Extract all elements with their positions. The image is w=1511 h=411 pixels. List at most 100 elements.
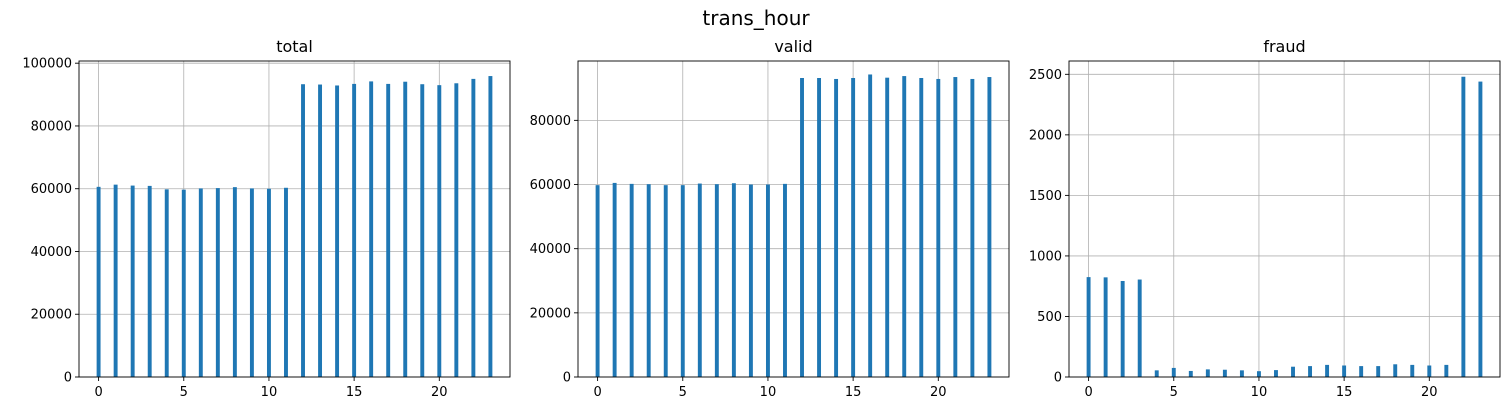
x-axis: 0 5 10 15 20 bbox=[94, 377, 448, 400]
bar-hour-20 bbox=[437, 85, 442, 378]
bar-hour-6 bbox=[697, 183, 702, 377]
bar-hour-1 bbox=[612, 182, 617, 377]
x-tick-label: 20 bbox=[1421, 385, 1438, 400]
bar-hour-16 bbox=[1359, 366, 1364, 377]
bar-hour-9 bbox=[249, 188, 254, 377]
x-tick-label: 15 bbox=[1336, 385, 1353, 400]
bar-hour-13 bbox=[1308, 366, 1313, 377]
bar-hour-11 bbox=[783, 183, 787, 377]
bar-hour-4 bbox=[1154, 370, 1159, 377]
bar-hour-5 bbox=[680, 185, 685, 377]
bar-hour-14 bbox=[1325, 364, 1330, 377]
bar-hour-6 bbox=[198, 188, 203, 377]
bar-hour-18 bbox=[902, 76, 907, 377]
bar-hour-19 bbox=[420, 84, 425, 378]
bar-hour-12 bbox=[301, 84, 305, 378]
bar-hour-19 bbox=[919, 78, 924, 377]
bar-hour-20 bbox=[936, 78, 941, 377]
y-tick-label: 40000 bbox=[31, 245, 72, 260]
bar-hour-17 bbox=[386, 83, 391, 377]
bar-hour-10 bbox=[1256, 371, 1261, 377]
bar-hour-2 bbox=[629, 183, 634, 377]
x-tick-label: 5 bbox=[679, 385, 687, 400]
bar-hour-4 bbox=[663, 185, 668, 377]
bar-hour-21 bbox=[1444, 364, 1449, 377]
subplot-valid: valid 0 5 10 15 20 0 20000 40000 60000 80000 bbox=[530, 37, 1010, 400]
subplot-title: fraud bbox=[1263, 37, 1305, 56]
y-tick-label: 100000 bbox=[22, 57, 72, 72]
x-tick-label: 0 bbox=[1084, 385, 1092, 400]
x-axis: 0 5 10 15 20 bbox=[593, 377, 947, 400]
bar-hour-3 bbox=[1137, 279, 1142, 377]
bar-hour-15 bbox=[851, 78, 856, 377]
y-tick-label: 0 bbox=[563, 371, 571, 386]
y-tick-label: 20000 bbox=[31, 308, 72, 323]
bar-hour-19 bbox=[1410, 364, 1415, 377]
y-tick-label: 2500 bbox=[1029, 68, 1062, 83]
bar-hour-3 bbox=[646, 184, 651, 377]
y-tick-label: 0 bbox=[1054, 371, 1062, 386]
bar-hour-7 bbox=[215, 188, 220, 377]
bar-hour-4 bbox=[164, 189, 169, 377]
bar-hour-21 bbox=[454, 83, 459, 378]
bar-hour-3 bbox=[147, 185, 152, 377]
bar-hour-10 bbox=[765, 184, 770, 377]
bar-hour-17 bbox=[885, 77, 890, 377]
x-tick-label: 15 bbox=[845, 385, 862, 400]
bar-hour-0 bbox=[1086, 277, 1091, 377]
bar-hour-10 bbox=[266, 188, 271, 377]
bar-hour-7 bbox=[1205, 369, 1210, 377]
grid bbox=[79, 61, 510, 378]
bar-hour-16 bbox=[369, 81, 374, 377]
x-tick-label: 20 bbox=[431, 385, 448, 400]
x-tick-label: 0 bbox=[593, 385, 601, 400]
x-tick-label: 10 bbox=[760, 385, 777, 400]
bar-hour-9 bbox=[1239, 370, 1244, 377]
bar-hour-22 bbox=[1461, 76, 1466, 377]
bar-hour-11 bbox=[1274, 370, 1278, 377]
bar-hour-23 bbox=[488, 76, 493, 377]
bar-hour-9 bbox=[748, 184, 753, 377]
y-axis: 0 500 1000 1500 2000 2500 bbox=[1029, 68, 1069, 386]
y-tick-label: 80000 bbox=[530, 114, 571, 129]
grid bbox=[1069, 61, 1500, 378]
x-tick-label: 20 bbox=[930, 385, 947, 400]
bar-hour-22 bbox=[970, 78, 975, 377]
bar-hour-8 bbox=[731, 183, 736, 377]
bar-hour-1 bbox=[1103, 277, 1108, 377]
bar-hour-21 bbox=[953, 77, 958, 377]
subplot-title: valid bbox=[774, 37, 812, 56]
subplot-title: total bbox=[276, 37, 313, 56]
bar-hour-23 bbox=[987, 77, 992, 377]
x-tick-label: 5 bbox=[180, 385, 188, 400]
y-tick-label: 20000 bbox=[530, 306, 571, 321]
figure-title: trans_hour bbox=[702, 6, 810, 30]
bar-hour-11 bbox=[284, 187, 288, 377]
bar-hour-18 bbox=[403, 81, 408, 377]
bar-hour-22 bbox=[471, 78, 476, 378]
y-tick-label: 2000 bbox=[1029, 128, 1062, 143]
bar-hour-14 bbox=[335, 85, 340, 378]
bar-hour-18 bbox=[1393, 364, 1398, 377]
y-tick-label: 1000 bbox=[1029, 249, 1062, 264]
bar-hour-14 bbox=[834, 78, 839, 377]
y-axis: 0 20000 40000 60000 80000 100000 bbox=[22, 57, 79, 386]
bar-hour-23 bbox=[1478, 81, 1483, 378]
bar-hour-2 bbox=[1120, 280, 1125, 377]
bar-hour-20 bbox=[1427, 365, 1432, 377]
x-tick-label: 10 bbox=[1251, 385, 1268, 400]
bar-hour-5 bbox=[181, 189, 186, 377]
bar-hour-12 bbox=[800, 78, 804, 377]
y-tick-label: 500 bbox=[1037, 310, 1062, 325]
bar-hour-1 bbox=[113, 184, 118, 377]
x-tick-label: 15 bbox=[346, 385, 363, 400]
y-tick-label: 1500 bbox=[1029, 189, 1062, 204]
bar-hour-17 bbox=[1376, 366, 1381, 377]
bar-hour-8 bbox=[232, 187, 237, 377]
axes-frame bbox=[577, 60, 1010, 378]
y-tick-label: 40000 bbox=[530, 242, 571, 257]
subplot-fraud: fraud 0 5 10 15 20 0 500 1000 1500 2000 2500 bbox=[1029, 37, 1501, 400]
x-tick-label: 5 bbox=[1170, 385, 1178, 400]
bars bbox=[96, 76, 493, 378]
